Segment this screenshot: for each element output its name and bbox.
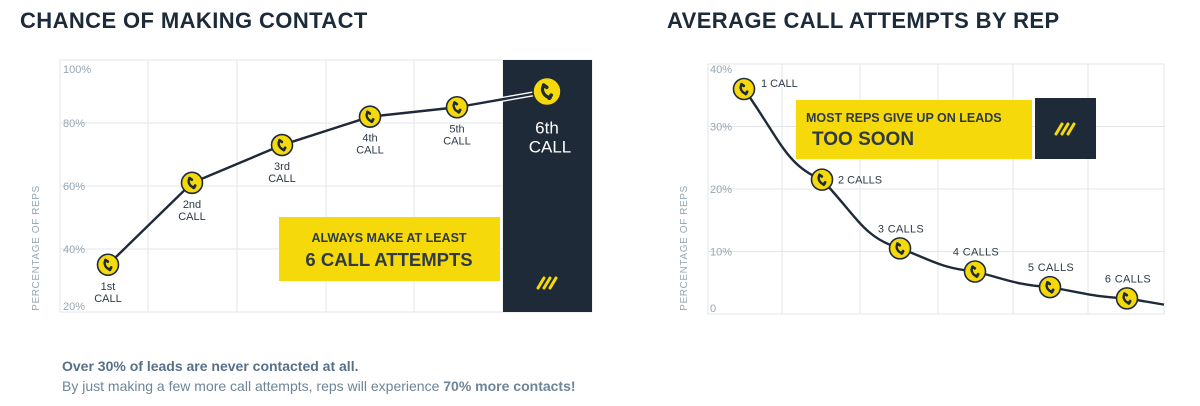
callout-text-line1: ALWAYS MAKE AT LEAST xyxy=(311,231,466,245)
callout-box xyxy=(796,100,1032,159)
data-point-phone-icon xyxy=(532,76,562,107)
point-label: 2 CALLS xyxy=(838,175,882,187)
data-point-phone-icon xyxy=(888,237,912,260)
data-point-phone-icon xyxy=(358,105,382,128)
data-point-phone-icon xyxy=(1115,287,1139,310)
footer-line-1: Over 30% of leads are never contacted at… xyxy=(62,358,359,374)
callout-text-line1: MOST REPS GIVE UP ON LEADS xyxy=(806,111,1002,125)
callout-box xyxy=(279,217,500,281)
brand-mark-icon xyxy=(1054,122,1076,136)
data-point-phone-icon xyxy=(96,253,120,277)
data-point-phone-icon xyxy=(180,171,204,195)
y-tick-label: 0 xyxy=(710,303,716,315)
y-tick-label: 60% xyxy=(63,181,85,193)
y-tick-label: 100% xyxy=(63,64,91,76)
y-tick-label: 40% xyxy=(63,244,85,256)
point-label-bottom: CALL xyxy=(356,145,384,157)
y-tick-label: 20% xyxy=(710,184,732,196)
point-label-bottom: CALL xyxy=(178,211,206,223)
callout-text-line2: 6 CALL ATTEMPTS xyxy=(305,249,472,270)
data-point-phone-icon xyxy=(732,77,756,101)
callout-text-line2: TOO SOON xyxy=(812,129,914,150)
point-label: 5 CALLS xyxy=(1028,262,1074,274)
plot-border xyxy=(707,63,1165,315)
chart-title-left: CHANCE OF MAKING CONTACT xyxy=(20,8,368,33)
footer-note: Over 30% of leads are never contacted at… xyxy=(62,356,576,396)
point-label-top: 4th xyxy=(362,133,377,145)
y-tick-label: 40% xyxy=(710,64,732,76)
data-point-phone-icon xyxy=(1038,275,1062,299)
point-label: 1 CALL xyxy=(761,78,798,90)
point-label: 6 CALLS xyxy=(1105,273,1151,285)
data-point-phone-icon xyxy=(963,260,987,283)
point-label-top: 2nd xyxy=(183,199,201,211)
point-label-top: 3rd xyxy=(274,161,290,173)
point-label: 4 CALLS xyxy=(953,247,999,259)
point-label-top: 6th xyxy=(535,119,559,138)
point-label-bottom: CALL xyxy=(529,138,572,157)
footer-line-2: By just making a few more call attempts,… xyxy=(62,376,576,396)
footer-line-2-highlight: 70% more contacts! xyxy=(443,378,576,394)
point-label-top: 1st xyxy=(101,281,116,293)
y-tick-label: 80% xyxy=(63,118,85,130)
data-point-phone-icon xyxy=(445,95,469,119)
y-tick-label: 10% xyxy=(710,247,732,259)
footer-line-2-text: By just making a few more call attempts,… xyxy=(62,378,444,394)
chart-title-right: AVERAGE CALL ATTEMPTS BY REP xyxy=(667,8,1060,33)
point-label-bottom: CALL xyxy=(268,173,296,185)
y-tick-label: 30% xyxy=(710,122,732,134)
data-point-phone-icon xyxy=(810,168,834,191)
point-label: 3 CALLS xyxy=(878,223,924,235)
y-axis-label: PERCENTAGE OF REPS xyxy=(679,185,690,311)
series-line-segment xyxy=(456,90,548,109)
point-label-top: 5th xyxy=(449,123,464,135)
y-axis-label: PERCENTAGE OF REPS xyxy=(31,185,42,311)
point-label-bottom: CALL xyxy=(94,293,122,305)
y-tick-label: 20% xyxy=(63,301,85,313)
data-point-phone-icon xyxy=(270,133,294,157)
point-label-bottom: CALL xyxy=(443,135,471,147)
brand-mark-icon xyxy=(536,276,558,290)
